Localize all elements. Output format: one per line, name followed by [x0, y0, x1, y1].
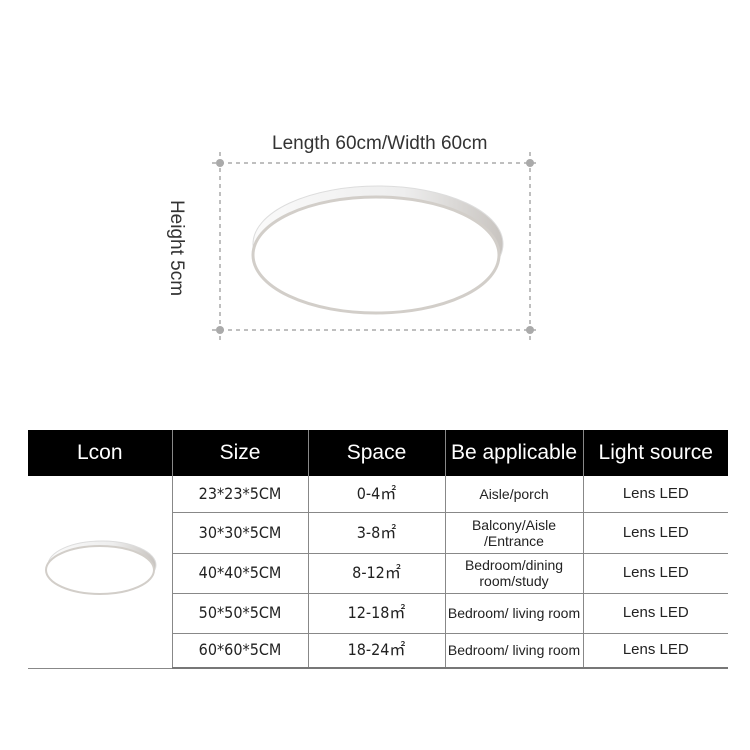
size-cell: 50*50*5CM [171, 593, 308, 634]
table-row: 50*50*5CM 12-18㎡ Bedroom/ living room Le… [28, 593, 728, 634]
header-icon: Lcon [28, 430, 172, 476]
space-cell: 18-24㎡ [307, 633, 445, 669]
height-label: Height 5cm [166, 199, 187, 297]
size-cell: 60*60*5CM [171, 633, 308, 669]
length-width-label: Length 60cm/Width 60cm [272, 133, 488, 154]
size-cell: 23*23*5CM [171, 476, 308, 513]
light-source-cell: Lens LED [582, 553, 728, 594]
header-applicable: Be applicable [444, 430, 583, 476]
table-row: 30*30*5CM 3-8㎡ Balcony/Aisle /Entrance L… [28, 512, 728, 554]
table-header: Lcon Size Space Be applicable Light sour… [28, 430, 728, 476]
table-row: 60*60*5CM 18-24㎡ Bedroom/ living room Le… [28, 633, 728, 669]
ceiling-lamp-icon [44, 540, 157, 595]
header-light-source: Light source [582, 430, 728, 476]
ceiling-lamp-large [251, 185, 504, 315]
table-row: 40*40*5CM 8-12㎡ Bedroom/dining room/stud… [28, 553, 728, 594]
light-source-cell: Lens LED [582, 633, 728, 669]
lamp-icon-cell [28, 476, 172, 669]
applicable-cell: Bedroom/ living room [444, 593, 583, 634]
lamp-dimension-diagram [212, 152, 540, 340]
applicable-cell: Bedroom/ living room [444, 633, 583, 669]
applicable-cell: Bedroom/dining room/study [444, 553, 583, 594]
space-cell: 8-12㎡ [307, 553, 445, 594]
size-cell: 40*40*5CM [171, 553, 308, 594]
header-space: Space [307, 430, 445, 476]
light-source-cell: Lens LED [582, 476, 728, 513]
dimension-lines [212, 152, 540, 340]
space-cell: 12-18㎡ [307, 593, 445, 634]
applicable-cell: Aisle/porch [444, 476, 583, 513]
light-source-cell: Lens LED [582, 593, 728, 634]
light-source-cell: Lens LED [582, 512, 728, 554]
space-cell: 3-8㎡ [307, 512, 445, 554]
table-row: 23*23*5CM 0-4㎡ Aisle/porch Lens LED [28, 476, 728, 669]
applicable-cell: Balcony/Aisle /Entrance [444, 512, 583, 554]
spec-table: Lcon Size Space Be applicable Light sour… [28, 430, 728, 669]
space-cell: 0-4㎡ [307, 476, 445, 513]
size-cell: 30*30*5CM [171, 512, 308, 554]
header-size: Size [171, 430, 308, 476]
